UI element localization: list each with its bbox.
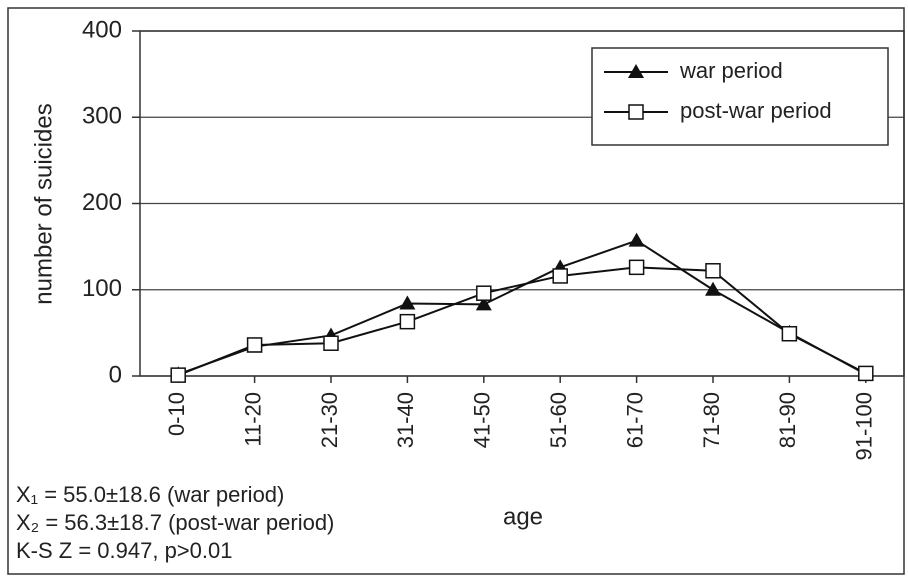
- square-marker: [323, 335, 339, 351]
- y-axis-title: number of suicides: [30, 103, 57, 304]
- series-line: [177, 239, 867, 376]
- square-marker: [552, 268, 568, 284]
- triangle-marker: [628, 64, 644, 78]
- legend-label: post-war period: [680, 98, 832, 123]
- square-marker: [858, 365, 874, 382]
- legend-label: war period: [679, 58, 783, 83]
- triangle-marker: [628, 232, 645, 247]
- x-tick-label: 91-100: [852, 392, 877, 461]
- square-marker: [705, 263, 721, 279]
- x-tick-label: 81-90: [775, 392, 800, 448]
- plot-frame: [139, 30, 905, 377]
- y-tick-label: 0: [109, 361, 122, 388]
- x-tick-label: 31-40: [393, 392, 418, 448]
- x-tick-label: 11-20: [240, 392, 265, 447]
- y-tick-label: 100: [82, 275, 122, 302]
- triangle-marker: [399, 295, 416, 310]
- x-tick-label: 0-10: [164, 392, 189, 436]
- triangle-marker: [705, 281, 721, 296]
- square-marker: [476, 285, 492, 301]
- square-marker: [246, 337, 263, 353]
- x-tick-label: 51-60: [546, 392, 571, 448]
- triangle-marker: [475, 296, 492, 311]
- x-tick-label: 41-50: [470, 392, 495, 448]
- square-marker: [170, 367, 186, 383]
- square-marker: [781, 325, 798, 342]
- square-marker: [628, 259, 645, 276]
- x-tick-label: 71-80: [699, 392, 724, 448]
- square-marker: [628, 104, 644, 120]
- legend-box: [591, 47, 889, 146]
- square-marker: [399, 313, 416, 330]
- x-tick-label: 61-70: [622, 392, 647, 448]
- y-tick-label: 200: [82, 189, 122, 216]
- x-tick-label: 21-30: [317, 392, 342, 448]
- annotation: X₁ = 55.0±18.6 (war period): [16, 482, 284, 507]
- annotation: K-S Z = 0.947, p>0.01: [16, 538, 232, 563]
- y-tick-label: 400: [82, 16, 122, 43]
- series-line: [177, 266, 867, 377]
- annotation: X₂ = 56.3±18.7 (post-war period): [16, 510, 334, 535]
- y-tick-label: 300: [82, 103, 122, 130]
- x-axis-title: age: [503, 503, 543, 530]
